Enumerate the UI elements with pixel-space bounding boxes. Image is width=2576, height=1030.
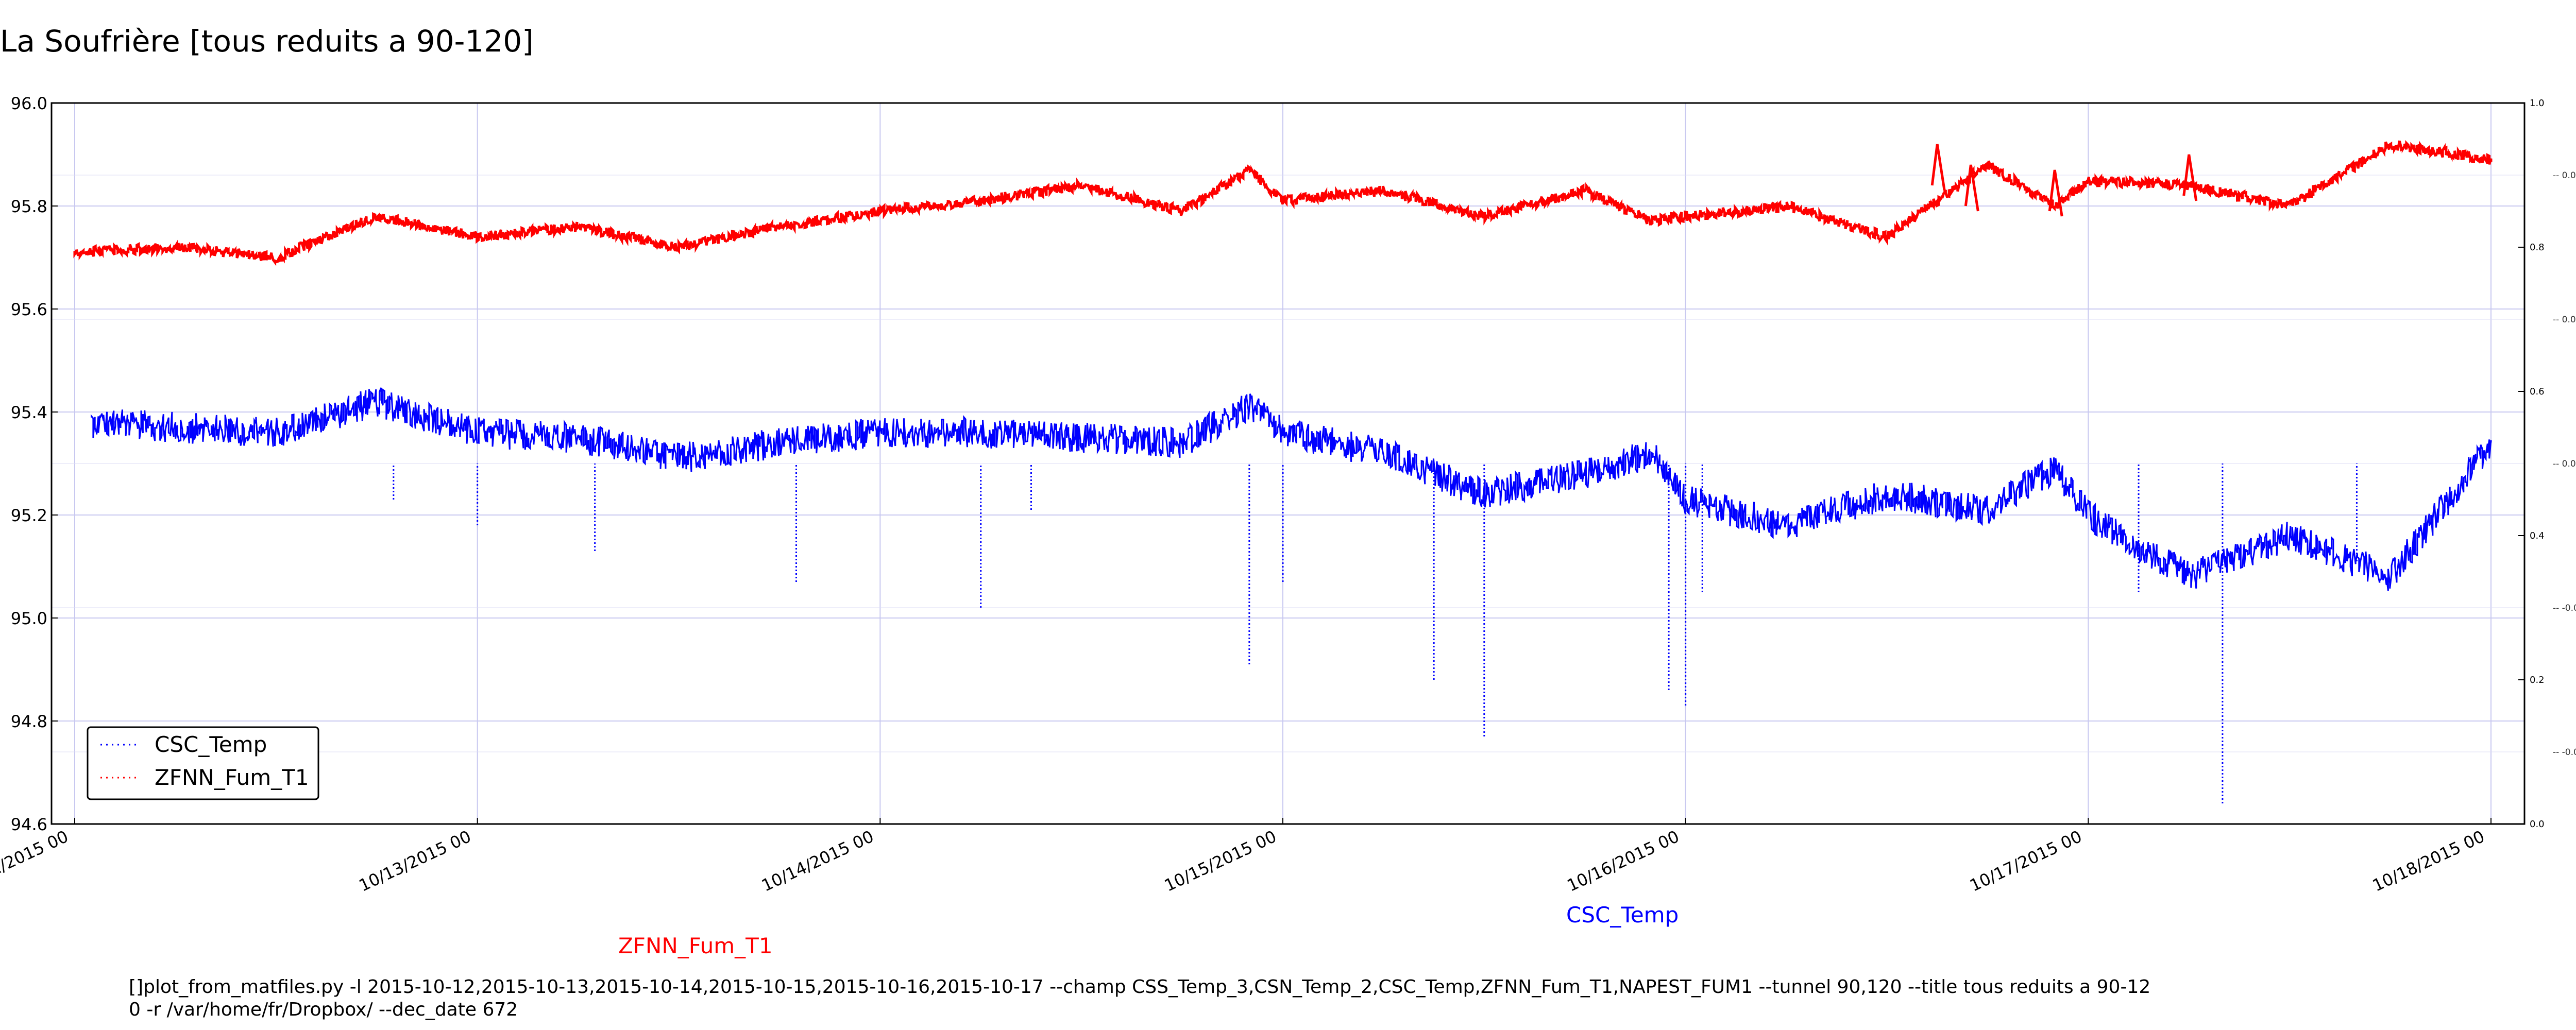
- y-tick-label: 94.6: [11, 815, 47, 834]
- right2-tick-label: -- 0.02: [2553, 315, 2576, 325]
- series-layer: [73, 140, 2493, 803]
- y-tick-label: 95.0: [11, 609, 47, 628]
- series-label-csc: CSC_Temp: [1566, 902, 1679, 928]
- series-CSC_Temp: [91, 387, 2492, 803]
- y-tick-label: 95.4: [11, 403, 47, 422]
- series-spike: [1930, 144, 1946, 191]
- right2-tick-label: -- -0.04: [2553, 747, 2576, 758]
- x-tick-label: 10/12/2015 00: [0, 827, 71, 896]
- y-tick-label: 95.6: [11, 300, 47, 319]
- x-tick-label: 10/18/2015 00: [2369, 827, 2487, 896]
- command-line-footer: []plot_from_matfiles.py -l 2015-10-12,20…: [129, 976, 2150, 1021]
- y-tick-label: 96.0: [11, 94, 47, 113]
- plot-frame: [50, 102, 2526, 825]
- right2-tick-label: -- 0.00: [2553, 459, 2576, 469]
- right-tick-label: 0.2: [2530, 675, 2545, 685]
- right2-tick-label: -- -0.02: [2553, 603, 2576, 613]
- series-spike: [1964, 164, 1979, 212]
- axis-ticks: 10/12/2015 00 10/13/2015 00 10/14/2015 00 1…: [0, 94, 2576, 896]
- x-tick-label: 10/14/2015 00: [758, 827, 876, 896]
- series-spike: [2048, 169, 2063, 217]
- legend: CSC_Temp ZFNN_Fum_T1: [87, 726, 319, 800]
- legend-box: [87, 726, 319, 800]
- legend-entry-zfnn: ZFNN_Fum_T1: [155, 765, 309, 790]
- right-tick-label: 0.6: [2530, 386, 2545, 397]
- series-line: [73, 140, 2493, 266]
- right-tick-label: 0.8: [2530, 242, 2545, 253]
- right-tick-label: 0.4: [2530, 530, 2545, 541]
- x-tick-label: 10/15/2015 00: [1161, 827, 1279, 896]
- series-label-zfnn: ZFNN_Fum_T1: [618, 933, 773, 958]
- y-tick-label: 95.2: [11, 506, 47, 525]
- legend-entry-csc: CSC_Temp: [155, 732, 267, 757]
- x-tick-label: 10/16/2015 00: [1564, 827, 1682, 896]
- series-ZFNN_Fum_T1: [73, 140, 2493, 266]
- series-line: [91, 387, 2492, 591]
- chart-title: La Soufrière [tous reduits a 90-120]: [0, 24, 534, 59]
- grid-lines: [52, 102, 2524, 825]
- x-tick-label: 10/17/2015 00: [1967, 827, 2084, 896]
- y-tick-label: 94.8: [11, 712, 47, 731]
- command-line-2: 0 -r /var/home/fr/Dropbox/ --dec_date 67…: [129, 999, 518, 1020]
- x-tick-label: 10/13/2015 00: [356, 827, 474, 896]
- right-tick-label: 1.0: [2530, 98, 2545, 109]
- command-line-1: []plot_from_matfiles.py -l 2015-10-12,20…: [129, 976, 2151, 998]
- y-tick-label: 95.8: [11, 197, 47, 216]
- series-spike: [2182, 154, 2198, 201]
- right-tick-label: 0.0: [2530, 819, 2545, 830]
- right2-tick-label: -- 0.04: [2553, 170, 2576, 181]
